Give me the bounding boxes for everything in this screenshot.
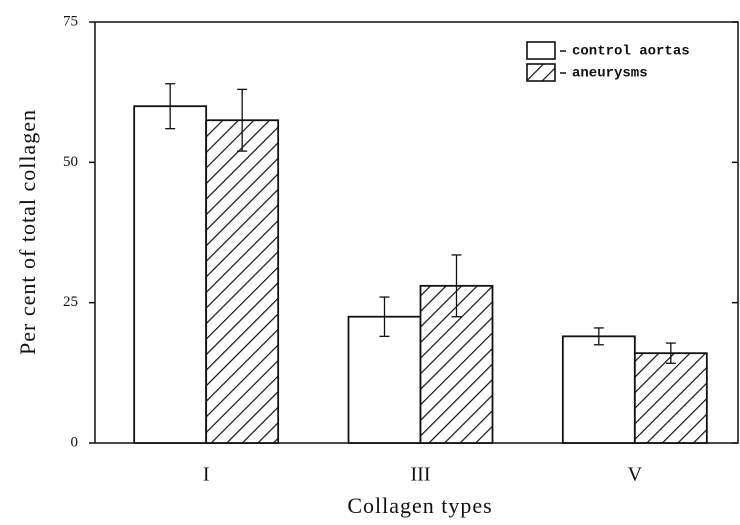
x-tick-label: III (411, 464, 431, 486)
bar (561, 335, 636, 444)
x-tick-label: V (628, 464, 643, 486)
bar (347, 315, 422, 444)
x-axis-title: Collagen types (347, 493, 492, 518)
y-tick-label: 0 (71, 434, 79, 450)
legend-swatch (526, 41, 556, 60)
y-tick-label: 75 (63, 13, 78, 29)
x-tick-label: I (203, 464, 210, 486)
legend-swatch (526, 63, 556, 82)
bar (633, 352, 708, 444)
y-axis-title: Per cent of total collagen (15, 109, 40, 355)
y-tick-label: 25 (63, 294, 78, 310)
y-tick-label: 50 (63, 154, 78, 170)
legend-label: control aortas (572, 44, 690, 60)
bar (205, 119, 280, 444)
bar (133, 105, 208, 444)
legend-label: aneurysms (572, 66, 648, 82)
